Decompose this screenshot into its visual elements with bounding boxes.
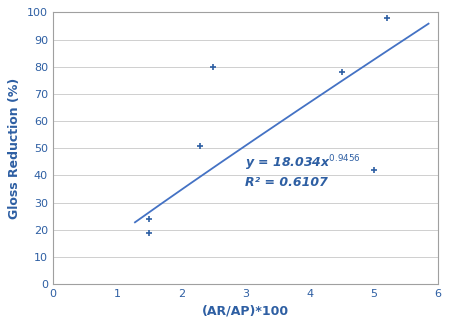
Y-axis label: Gloss Reduction (%): Gloss Reduction (%) bbox=[9, 78, 21, 219]
Point bbox=[197, 143, 204, 148]
Point bbox=[145, 230, 153, 235]
Text: R² = 0.6107: R² = 0.6107 bbox=[245, 176, 328, 189]
Point bbox=[383, 15, 391, 21]
Point bbox=[145, 216, 153, 222]
Point bbox=[370, 168, 378, 173]
X-axis label: (AR/AP)*100: (AR/AP)*100 bbox=[202, 305, 289, 318]
Point bbox=[210, 64, 217, 69]
Text: y = 18.034x$^{0.9456}$: y = 18.034x$^{0.9456}$ bbox=[245, 154, 361, 173]
Point bbox=[338, 69, 346, 75]
